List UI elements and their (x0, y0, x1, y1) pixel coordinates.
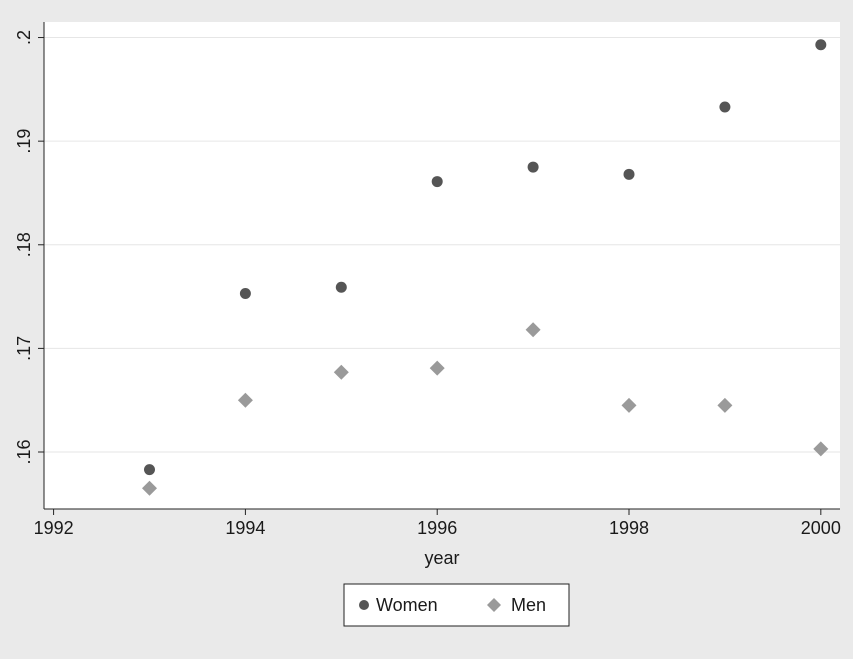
tick-labels: .16 .17 .18 .19 .2 1992 1994 1996 1998 2000 (14, 30, 841, 538)
women-point (719, 101, 731, 113)
x-tick-label: 1998 (609, 518, 649, 538)
women-point (527, 161, 539, 173)
x-tick-label: 1992 (34, 518, 74, 538)
legend-women-marker (359, 600, 369, 610)
y-tick-label: .18 (14, 232, 34, 257)
men-point (237, 392, 253, 408)
gridlines (44, 37, 840, 453)
legend: Women Men (343, 583, 570, 627)
data-points (141, 39, 829, 496)
legend-men-marker (487, 598, 501, 612)
men-point (621, 397, 637, 413)
men-point (333, 364, 349, 380)
axes (38, 22, 840, 515)
men-point (717, 397, 733, 413)
x-tick-label: 1994 (225, 518, 265, 538)
y-tick-label: .19 (14, 129, 34, 154)
x-tick-label: 2000 (801, 518, 841, 538)
women-point (143, 464, 155, 476)
men-point (525, 322, 541, 338)
y-tick-label: .17 (14, 336, 34, 361)
women-point (335, 281, 347, 293)
women-point (623, 168, 635, 180)
plot-area (44, 22, 840, 509)
legend-men-label: Men (511, 595, 546, 615)
men-point (813, 441, 829, 457)
x-tick-label: 1996 (417, 518, 457, 538)
women-point (431, 176, 443, 188)
men-point (141, 480, 157, 496)
women-point (815, 39, 827, 51)
y-tick-label: .16 (14, 439, 34, 464)
men-point (429, 360, 445, 376)
legend-women-label: Women (376, 595, 438, 615)
x-axis-title: year (424, 548, 459, 568)
legend-box (343, 583, 570, 627)
women-point (239, 287, 251, 299)
y-tick-label: .2 (14, 30, 34, 45)
